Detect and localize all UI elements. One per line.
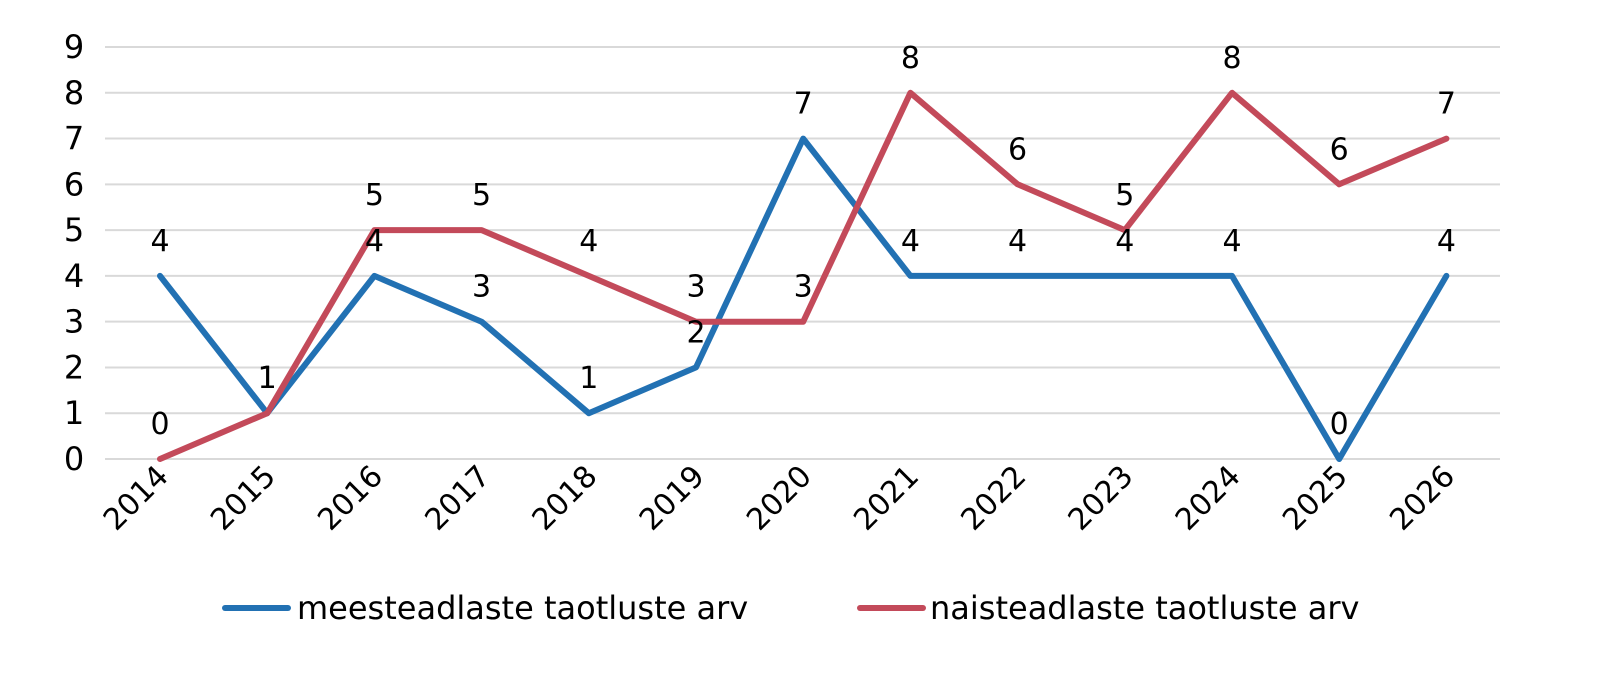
data-label-series-1: 1 [258, 361, 277, 396]
y-tick-label: 2 [64, 348, 84, 386]
data-label-series-0: 4 [901, 224, 920, 259]
data-label-series-1: 0 [150, 407, 169, 442]
data-label-series-0: 4 [365, 224, 384, 259]
data-label-series-0: 2 [686, 315, 705, 350]
data-label-series-0: 4 [1115, 224, 1134, 259]
y-axis-ticks: 0 1 2 3 4 5 6 7 8 9 [64, 28, 84, 478]
x-tick-label: 2014 [97, 459, 176, 538]
y-tick-label: 5 [64, 211, 84, 249]
x-tick-label: 2021 [847, 459, 926, 538]
data-label-series-0: 1 [579, 361, 598, 396]
series-line-0 [157, 135, 1450, 462]
legend: meesteadlaste taotluste arv naisteadlast… [222, 589, 1359, 627]
data-label-series-0: 0 [1330, 407, 1349, 442]
series-lines [157, 89, 1450, 462]
data-label-series-1: 6 [1330, 132, 1349, 167]
x-tick-label: 2019 [633, 459, 712, 538]
data-label-series-1: 3 [686, 270, 705, 305]
y-tick-label: 8 [64, 74, 84, 112]
x-tick-label: 2017 [419, 459, 498, 538]
data-label-series-0: 7 [794, 87, 813, 122]
y-tick-label: 0 [64, 440, 84, 478]
data-label-series-0: 4 [150, 224, 169, 259]
x-tick-label: 2022 [955, 459, 1034, 538]
data-label-series-1: 7 [1437, 87, 1456, 122]
y-tick-label: 9 [64, 28, 84, 66]
data-label-series-0: 4 [1008, 224, 1027, 259]
data-label-series-1: 5 [472, 178, 491, 213]
data-label-series-0: 4 [1222, 224, 1241, 259]
data-label-series-1: 5 [1115, 178, 1134, 213]
y-tick-label: 4 [64, 257, 84, 295]
legend-item-men[interactable]: meesteadlaste taotluste arv [222, 589, 748, 627]
x-tick-label: 2020 [740, 459, 819, 538]
y-tick-label: 6 [64, 165, 84, 203]
legend-item-women[interactable]: naisteadlaste taotluste arv [857, 589, 1359, 627]
y-tick-label: 7 [64, 120, 84, 158]
series-line-1 [157, 89, 1450, 462]
data-label-series-1: 8 [1222, 41, 1241, 76]
x-tick-label: 2023 [1062, 459, 1141, 538]
data-label-series-0: 3 [472, 270, 491, 305]
data-label-series-1: 3 [794, 270, 813, 305]
data-label-series-1: 4 [579, 224, 598, 259]
legend-label-men: meesteadlaste taotluste arv [297, 589, 748, 627]
data-label-series-1: 5 [365, 178, 384, 213]
data-label-series-1: 8 [901, 41, 920, 76]
x-tick-label: 2026 [1383, 459, 1462, 538]
x-tick-label: 2024 [1169, 459, 1248, 538]
x-axis-ticks: 2014 2015 2016 2017 2018 2019 2020 2021 2022 2023… [97, 459, 1462, 538]
data-label-series-0: 1 [258, 361, 277, 396]
x-tick-label: 2016 [311, 459, 390, 538]
data-label-series-0: 4 [1437, 224, 1456, 259]
legend-label-women: naisteadlaste taotluste arv [930, 589, 1359, 627]
y-tick-label: 3 [64, 303, 84, 341]
x-tick-label: 2018 [526, 459, 605, 538]
x-tick-label: 2015 [204, 459, 283, 538]
x-tick-label: 2025 [1276, 459, 1355, 538]
y-tick-label: 1 [64, 394, 84, 432]
data-label-series-1: 6 [1008, 132, 1027, 167]
